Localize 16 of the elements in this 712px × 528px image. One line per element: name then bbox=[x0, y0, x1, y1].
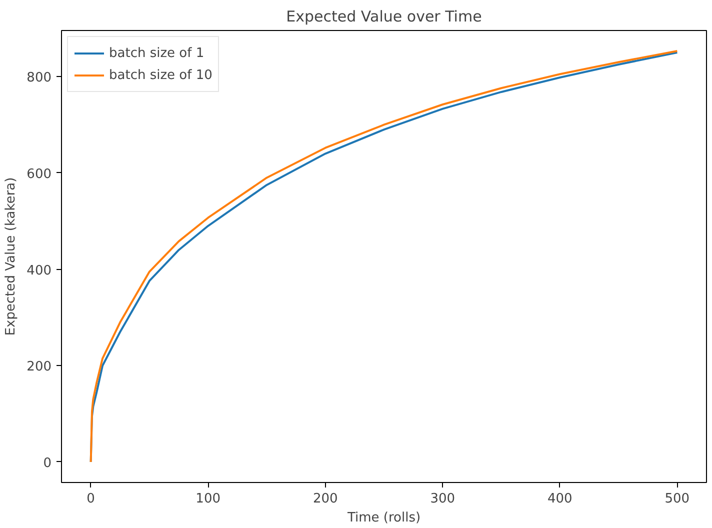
x-axis-title: Time (rolls) bbox=[346, 510, 421, 526]
y-tick-label: 600 bbox=[26, 166, 52, 182]
y-tick-label: 0 bbox=[43, 456, 52, 471]
y-tick-label: 200 bbox=[26, 360, 52, 375]
legend-label: batch size of 10 bbox=[109, 68, 212, 82]
y-tick-label: 400 bbox=[26, 263, 52, 278]
x-tick-label: 400 bbox=[548, 492, 572, 506]
x-tick-label: 300 bbox=[430, 492, 456, 506]
x-tick-label: 0 bbox=[86, 492, 95, 506]
x-tick-label: 200 bbox=[312, 492, 338, 506]
y-axis-title: Expected Value (kakera) bbox=[4, 177, 19, 336]
y-tick-label: 800 bbox=[26, 70, 52, 86]
x-tick-label: 500 bbox=[664, 492, 690, 506]
x-tick-label: 100 bbox=[196, 492, 221, 506]
legend-label: batch size of 1 bbox=[109, 46, 204, 60]
chart-title: Expected Value over Time bbox=[286, 8, 482, 26]
